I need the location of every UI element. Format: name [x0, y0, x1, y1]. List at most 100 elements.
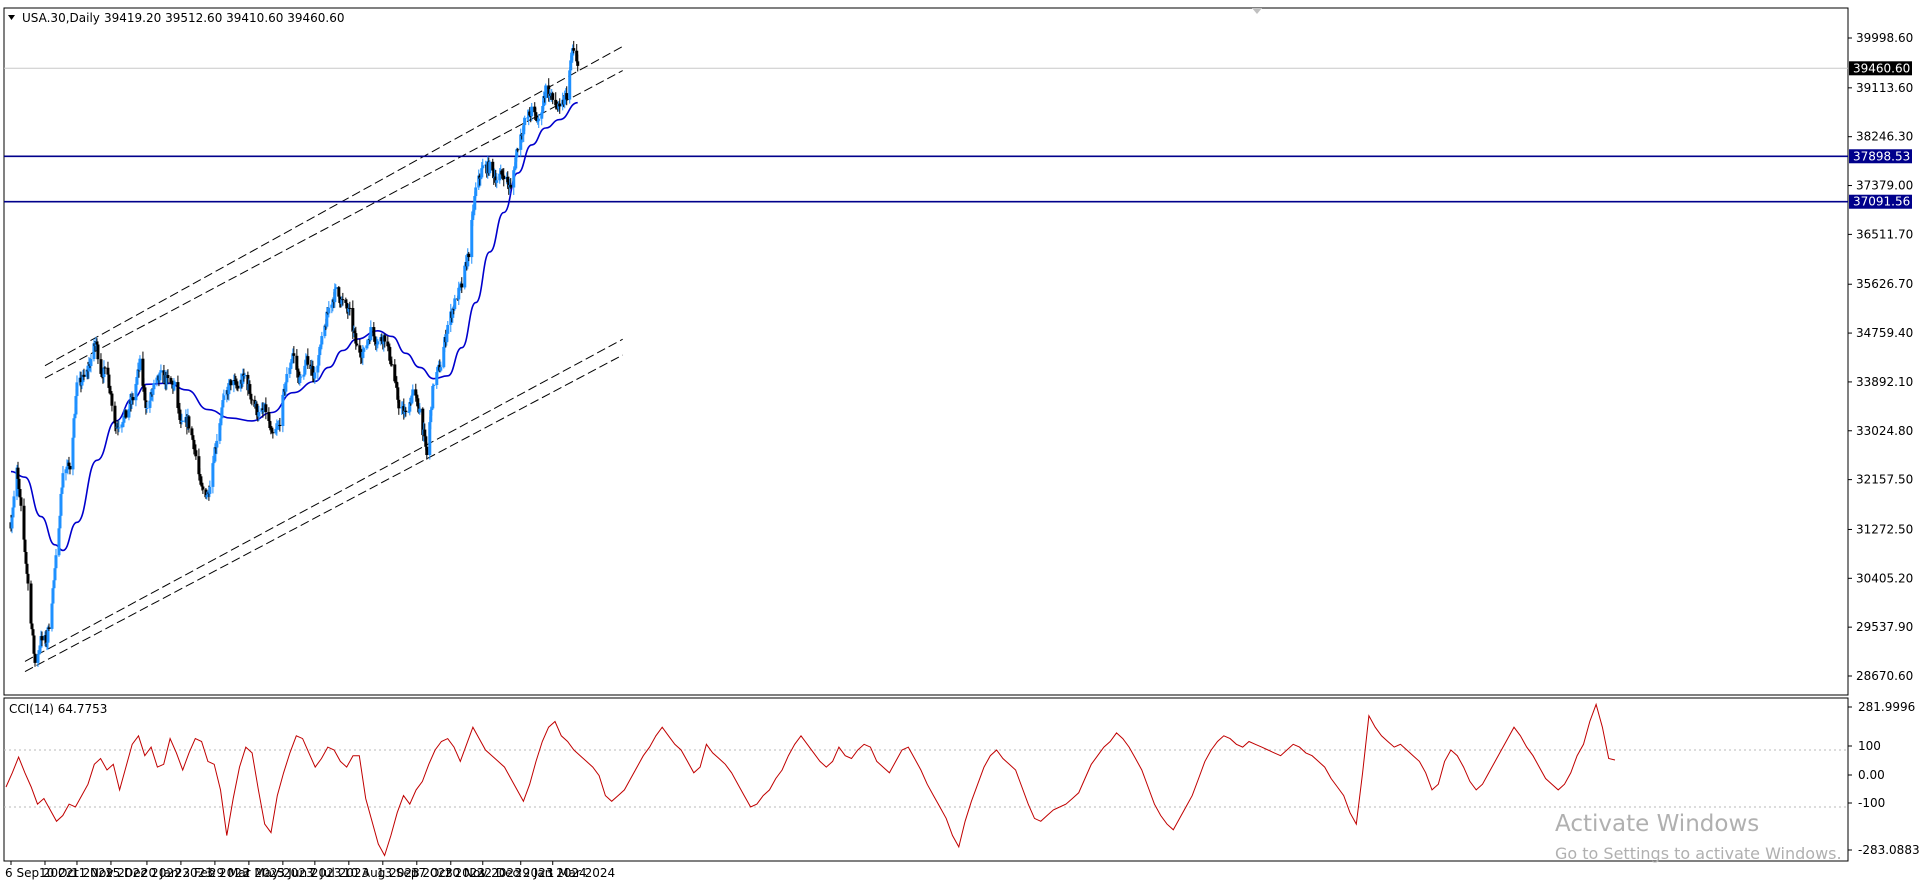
candle [428, 416, 432, 460]
candle-body [338, 296, 342, 303]
candle-body [270, 429, 274, 433]
candle-body [516, 149, 520, 151]
candle [396, 383, 400, 403]
candle-body [362, 348, 366, 352]
y-tick-label: 34759.40 [1856, 326, 1913, 340]
candle-body [199, 476, 203, 485]
candle [351, 300, 355, 339]
candle-body [107, 374, 111, 388]
candle [87, 357, 91, 379]
candle-body [460, 283, 464, 288]
candle-body [528, 111, 532, 116]
candle-body [548, 93, 552, 98]
candle [278, 417, 282, 432]
candle-body [278, 424, 282, 427]
candle-body [393, 364, 397, 382]
x-tick-label: 10 Oct 2022 [39, 866, 113, 880]
candle [388, 343, 392, 365]
candle [416, 394, 420, 408]
candle-body [12, 496, 16, 508]
candle-body [555, 105, 559, 108]
candle-body [197, 456, 201, 475]
candle [425, 442, 429, 460]
candle-body [319, 344, 323, 347]
candle [124, 409, 128, 419]
y-tick-label: 31272.50 [1856, 522, 1913, 536]
cci-tick-label: -283.0883 [1858, 843, 1920, 857]
x-tick-label: 6 Sep 2022 [5, 866, 73, 880]
candle-body [494, 176, 498, 183]
candle-body [386, 341, 390, 347]
candle-body [522, 125, 526, 135]
candle-body [39, 636, 43, 648]
candle-body [193, 449, 197, 451]
candle [494, 169, 498, 187]
candle-body [54, 555, 58, 569]
candle [495, 173, 499, 189]
y-tick-label: 32157.50 [1856, 473, 1913, 487]
candles [9, 40, 580, 667]
candle-body [250, 399, 254, 401]
candle-body [114, 423, 118, 428]
candle [537, 113, 541, 128]
candle [299, 373, 303, 381]
candle-body [81, 374, 85, 383]
candle [269, 422, 273, 435]
candle-body [492, 170, 496, 179]
candle-body [108, 387, 112, 394]
candle [533, 102, 537, 120]
candle-body [431, 385, 435, 409]
candle-body [303, 365, 307, 375]
candle [275, 419, 279, 436]
candle-body [576, 61, 580, 66]
candle-body [10, 517, 14, 529]
candle [107, 372, 111, 390]
candle-body [124, 410, 128, 418]
candle [47, 623, 51, 632]
candle-body [191, 435, 195, 440]
cci-tick-label: 100 [1858, 739, 1881, 753]
candle [246, 371, 250, 396]
candle-body [424, 436, 428, 447]
candle-body [17, 478, 21, 490]
candle-body [351, 308, 355, 332]
candle-body [435, 372, 439, 385]
candle-body [117, 427, 121, 429]
candle [40, 631, 44, 647]
candle [57, 525, 61, 557]
candle-body [374, 341, 378, 345]
candle-body [361, 351, 365, 358]
candle-body [387, 346, 391, 348]
candle [75, 375, 79, 404]
candle-body [514, 157, 518, 169]
candle-body [452, 308, 456, 310]
candle-body [51, 588, 55, 604]
candle-body [18, 489, 22, 498]
collapse-arrow-icon[interactable] [8, 15, 15, 20]
candle [306, 348, 310, 370]
candle-body [402, 406, 406, 414]
candle-body [200, 484, 204, 487]
candle [141, 351, 145, 392]
candle [397, 395, 401, 415]
candle-body [341, 299, 345, 301]
candle [26, 567, 30, 591]
candle [414, 383, 418, 402]
candle-body [451, 308, 455, 318]
candle-body [414, 389, 418, 396]
candle-body [530, 106, 534, 117]
candle-body [143, 387, 147, 401]
candle-body [212, 461, 216, 464]
candle-body [358, 345, 362, 353]
candle-body [411, 389, 415, 396]
candle [348, 301, 352, 316]
candle-body [47, 627, 51, 629]
candle-body [445, 333, 449, 343]
cci-tick-label: 0.00 [1858, 768, 1885, 782]
candle [481, 158, 485, 170]
candle-body [295, 355, 299, 370]
candle-body [36, 654, 40, 663]
candle-body [120, 424, 124, 428]
candle-body [135, 377, 139, 384]
candle [544, 83, 548, 105]
